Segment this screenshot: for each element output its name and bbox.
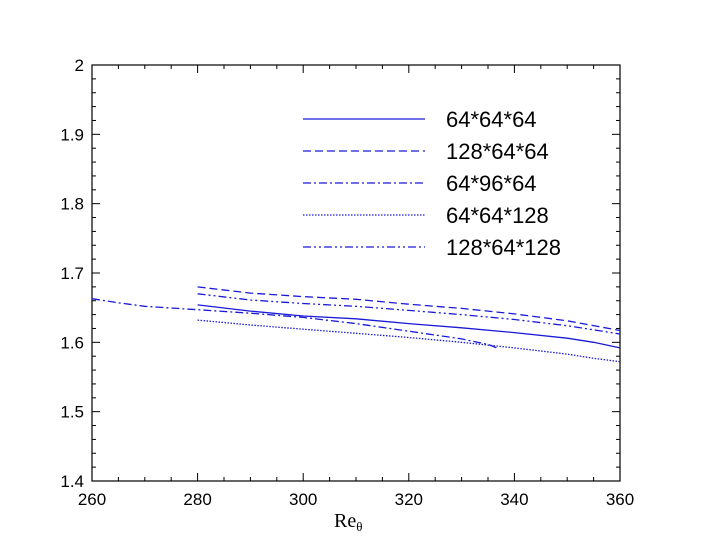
legend-label: 128*64*64 xyxy=(446,139,549,164)
axis-ticks xyxy=(91,64,621,482)
y-tick-label: 1.7 xyxy=(60,264,84,283)
y-tick-label: 1.5 xyxy=(60,403,84,422)
plot-frame xyxy=(91,64,621,482)
x-tick-label: 260 xyxy=(78,490,106,509)
series-line xyxy=(91,298,499,350)
x-axis-label-subscript: θ xyxy=(356,519,362,534)
x-tick-label: 360 xyxy=(606,490,634,509)
x-tick-label: 340 xyxy=(500,490,528,509)
series-lines xyxy=(91,286,621,363)
x-axis-label-main: Re xyxy=(334,510,356,532)
series-line xyxy=(197,319,621,363)
y-tick-label: 1.9 xyxy=(60,125,84,144)
x-tick-label: 300 xyxy=(289,490,317,509)
x-axis-label: Reθ xyxy=(334,510,362,534)
y-tick-label: 1.4 xyxy=(60,472,84,491)
series-line xyxy=(197,293,621,335)
tick-labels: 260 280 300 320 340 360 1.4 1.5 1.6 1.7 1.8 1.9 2 xyxy=(60,56,634,509)
x-tick-label: 280 xyxy=(183,490,211,509)
y-tick-label: 1.6 xyxy=(60,333,84,352)
series-line xyxy=(197,304,621,349)
legend-label: 128*64*128 xyxy=(446,235,561,260)
legend: 64*64*64 128*64*64 64*96*64 64*64*128 128*64… xyxy=(303,107,561,260)
legend-label: 64*96*64 xyxy=(446,171,537,196)
x-tick-label: 320 xyxy=(395,490,423,509)
y-tick-label: 2 xyxy=(75,56,84,75)
series-line xyxy=(197,286,621,332)
legend-label: 64*64*64 xyxy=(446,107,537,132)
legend-label: 64*64*128 xyxy=(446,203,549,228)
y-tick-label: 1.8 xyxy=(60,195,84,214)
